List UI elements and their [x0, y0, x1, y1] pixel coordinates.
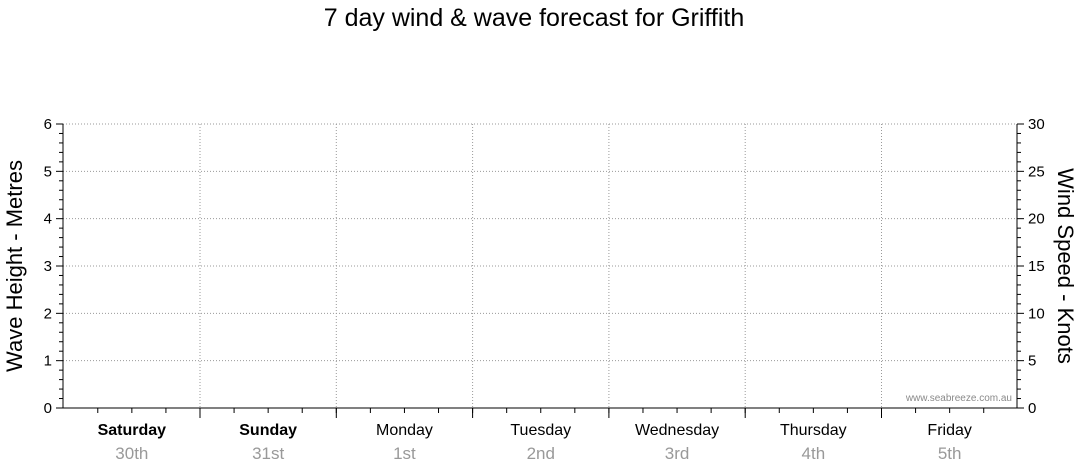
left-tick-label: 5 — [44, 163, 52, 180]
left-tick-label: 1 — [44, 353, 52, 370]
right-tick-label: 0 — [1028, 400, 1036, 417]
day-name-label: Wednesday — [635, 422, 719, 439]
y-axis-right-label: Wind Speed - Knots — [1053, 168, 1078, 364]
right-tick-label: 30 — [1028, 116, 1045, 133]
day-date-label: 2nd — [527, 444, 555, 463]
grid-lines — [63, 123, 1017, 408]
day-name-label: Friday — [927, 422, 971, 439]
day-date-label: 30th — [115, 444, 148, 463]
day-name-label: Monday — [376, 422, 433, 439]
right-axis-ticks: 0 5 10 15 20 25 30 — [1017, 116, 1045, 417]
right-tick-label: 20 — [1028, 211, 1045, 228]
left-axis-ticks: 0 1 2 3 4 5 6 — [44, 116, 63, 417]
watermark-text: www.seabreeze.com.au — [905, 393, 1012, 404]
day-date-label: 1st — [393, 444, 416, 463]
left-tick-label: 0 — [44, 400, 52, 417]
day-date-label: 31st — [252, 444, 284, 463]
right-tick-label: 15 — [1028, 258, 1045, 275]
day-labels: Saturday 30th Sunday 31st Monday 1st Tuesday 2n… — [98, 422, 972, 463]
day-name-label: Saturday — [98, 422, 167, 439]
day-name-label: Tuesday — [510, 422, 571, 439]
right-tick-label: 5 — [1028, 353, 1036, 370]
left-tick-label: 4 — [44, 211, 52, 228]
left-tick-label: 2 — [44, 305, 52, 322]
day-date-label: 3rd — [665, 444, 690, 463]
day-date-label: 4th — [802, 444, 826, 463]
right-tick-label: 10 — [1028, 305, 1045, 322]
left-tick-label: 6 — [44, 116, 52, 133]
day-name-label: Thursday — [780, 422, 847, 439]
left-tick-label: 3 — [44, 258, 52, 275]
day-date-label: 5th — [938, 444, 962, 463]
right-tick-label: 25 — [1028, 163, 1045, 180]
y-axis-left-label: Wave Height - Metres — [2, 160, 27, 372]
axes — [62, 124, 1018, 418]
day-name-label: Sunday — [239, 422, 297, 439]
chart-title: 7 day wind & wave forecast for Griffith — [323, 4, 745, 32]
